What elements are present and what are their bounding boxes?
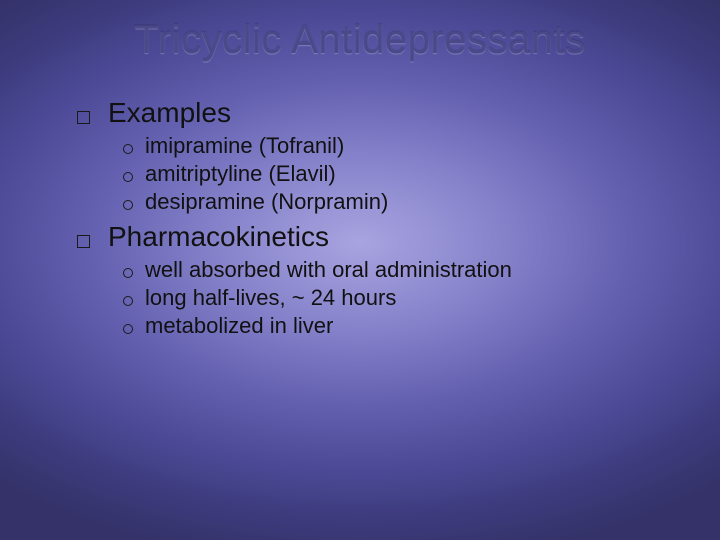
circle-bullet-icon xyxy=(123,200,133,210)
square-bullet-icon xyxy=(77,235,90,248)
item-text: amitriptyline (Elavil) xyxy=(145,161,336,187)
section-0-items: imipramine (Tofranil) amitriptyline (Ela… xyxy=(77,133,665,215)
circle-bullet-icon xyxy=(123,172,133,182)
list-item: desipramine (Norpramin) xyxy=(123,189,665,215)
section-0: Examples xyxy=(77,97,665,129)
section-label: Examples xyxy=(108,97,231,129)
list-item: well absorbed with oral administration xyxy=(123,257,665,283)
square-bullet-icon xyxy=(77,111,90,124)
item-text: long half-lives, ~ 24 hours xyxy=(145,285,396,311)
section-1-items: well absorbed with oral administration l… xyxy=(77,257,665,339)
item-text: desipramine (Norpramin) xyxy=(145,189,388,215)
list-item: long half-lives, ~ 24 hours xyxy=(123,285,665,311)
item-text: imipramine (Tofranil) xyxy=(145,133,344,159)
circle-bullet-icon xyxy=(123,268,133,278)
circle-bullet-icon xyxy=(123,296,133,306)
list-item: amitriptyline (Elavil) xyxy=(123,161,665,187)
list-item: metabolized in liver xyxy=(123,313,665,339)
list-item: imipramine (Tofranil) xyxy=(123,133,665,159)
section-1: Pharmacokinetics xyxy=(77,221,665,253)
item-text: well absorbed with oral administration xyxy=(145,257,512,283)
slide-title: Tricyclic Antidepressants xyxy=(55,18,665,63)
item-text: metabolized in liver xyxy=(145,313,333,339)
circle-bullet-icon xyxy=(123,144,133,154)
section-label: Pharmacokinetics xyxy=(108,221,329,253)
slide-content: Examples imipramine (Tofranil) amitripty… xyxy=(55,97,665,339)
circle-bullet-icon xyxy=(123,324,133,334)
